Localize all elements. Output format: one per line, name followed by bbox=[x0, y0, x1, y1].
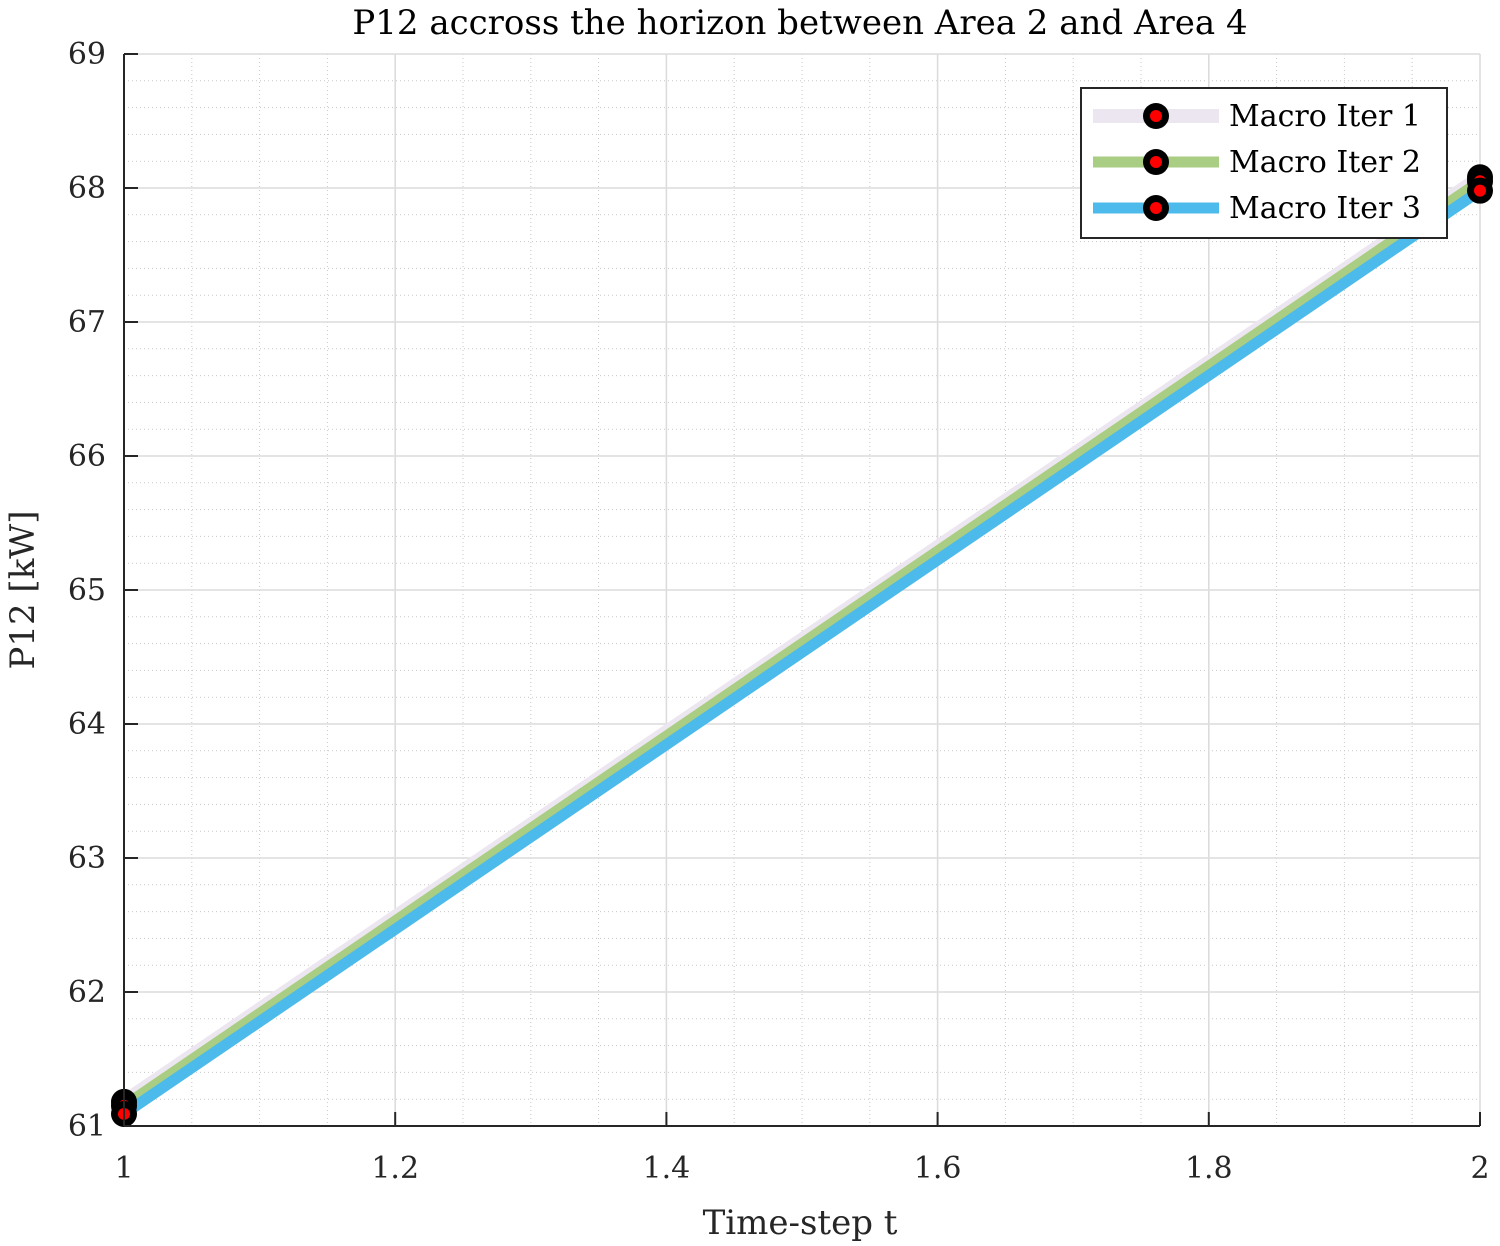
legend-label: Macro Iter 1 bbox=[1229, 99, 1421, 134]
y-axis-label: P12 [kW] bbox=[3, 510, 43, 669]
y-tick-label: 65 bbox=[68, 573, 106, 608]
legend-label: Macro Iter 2 bbox=[1229, 145, 1421, 180]
legend-marker bbox=[1150, 110, 1162, 122]
y-tick-label: 61 bbox=[68, 1109, 106, 1144]
x-tick-label: 1.4 bbox=[643, 1151, 691, 1186]
y-tick-label: 63 bbox=[68, 841, 106, 876]
series-group bbox=[111, 164, 1493, 1127]
series-line-3 bbox=[120, 186, 1484, 1119]
x-tick-label: 1.6 bbox=[914, 1151, 962, 1186]
legend: Macro Iter 1 Macro Iter 2 Macro Iter 3 bbox=[1080, 87, 1448, 239]
y-tick-label: 62 bbox=[68, 975, 106, 1010]
chart-title: P12 accross the horizon between Area 2 a… bbox=[352, 3, 1247, 43]
x-tick-label: 1 bbox=[114, 1151, 133, 1186]
y-tick-label: 64 bbox=[68, 707, 106, 742]
axes: 1 1.2 1.4 1.6 1.8 2 61 62 63 64 65 66 67 68 69 bbox=[68, 37, 1490, 1186]
y-tick-label: 67 bbox=[68, 305, 106, 340]
x-tick-label: 2 bbox=[1470, 1151, 1489, 1186]
y-tick-label: 68 bbox=[68, 171, 106, 206]
x-axis-label: Time-step t bbox=[703, 1203, 898, 1243]
data-point bbox=[1474, 184, 1486, 197]
legend-label: Macro Iter 3 bbox=[1229, 191, 1421, 226]
legend-marker bbox=[1150, 156, 1162, 168]
y-tick-label: 69 bbox=[68, 37, 106, 72]
y-tick-label: 66 bbox=[68, 439, 106, 474]
x-tick-label: 1.2 bbox=[371, 1151, 419, 1186]
legend-marker bbox=[1150, 202, 1162, 214]
series-line-2 bbox=[120, 176, 1484, 1111]
x-tick-label: 1.8 bbox=[1185, 1151, 1233, 1186]
